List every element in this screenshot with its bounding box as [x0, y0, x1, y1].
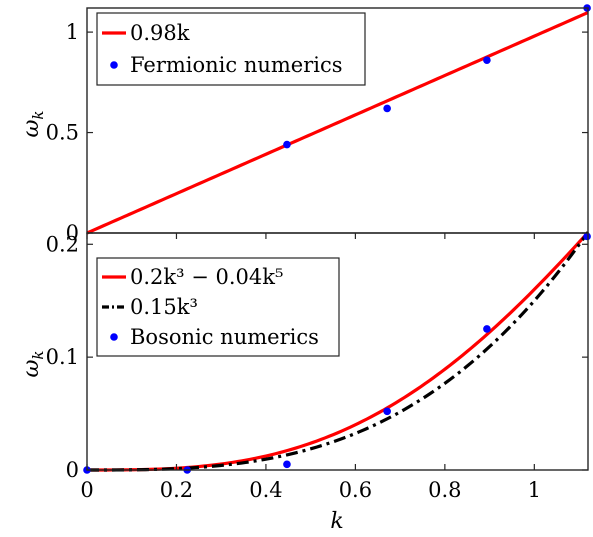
legend-label: 0.2k³ − 0.04k⁵: [130, 265, 283, 289]
y-axis-label-top: ωk: [19, 110, 47, 137]
series-line: [87, 231, 590, 472]
x-tick-label: 0: [80, 478, 93, 502]
data-point: [583, 232, 591, 241]
legend-swatch: [110, 61, 118, 69]
data-point: [283, 460, 291, 469]
legend-box: [96, 12, 366, 86]
legend-bottom: 0.2k³ − 0.04k⁵ 0.15k³ Bosonic numerics: [96, 257, 340, 357]
y-tick-label: 0.2: [46, 232, 79, 256]
x-tick-label: 1: [528, 478, 541, 502]
y-tick-label: 0.1: [46, 345, 79, 369]
data-point: [483, 56, 491, 65]
panel-fermionic: 0 0.5 1 0.98k Fermionic numerics ωk: [19, 4, 591, 245]
y-tick-label: 1: [66, 20, 79, 44]
data-point: [383, 104, 391, 113]
y-tick-label: 0: [66, 458, 79, 482]
legend-label: Fermionic numerics: [130, 53, 343, 77]
x-axis-label: k: [330, 509, 343, 534]
legend-label: 0.98k: [130, 21, 190, 45]
y-axis-label-bottom: ωk: [19, 350, 47, 377]
data-point: [383, 407, 391, 416]
x-tick-label: 0.6: [339, 478, 372, 502]
data-point: [483, 325, 491, 333]
legend-swatch: [110, 333, 118, 341]
y-tick-label: 0.5: [46, 121, 79, 145]
legend-label: Bosonic numerics: [130, 325, 319, 349]
series-line: [86, 11, 589, 235]
data-point: [283, 140, 291, 149]
y-tick-label: 0: [66, 221, 79, 245]
x-tick-label: 0.2: [160, 478, 193, 502]
axes-frame-bottom: [86, 232, 589, 471]
x-tick-label: 0.4: [249, 478, 282, 502]
legend-label: 0.15k³: [130, 295, 198, 319]
panel-bosonic: 0 0.1 0.2 0 0.2 0.4 0.6 0.8 1 0.2k³ − 0.04k⁵ 0.15…: [19, 231, 591, 534]
x-tick-label: 0.8: [428, 478, 461, 502]
legend-top: 0.98k Fermionic numerics: [96, 12, 366, 86]
legend-box: [96, 257, 340, 357]
